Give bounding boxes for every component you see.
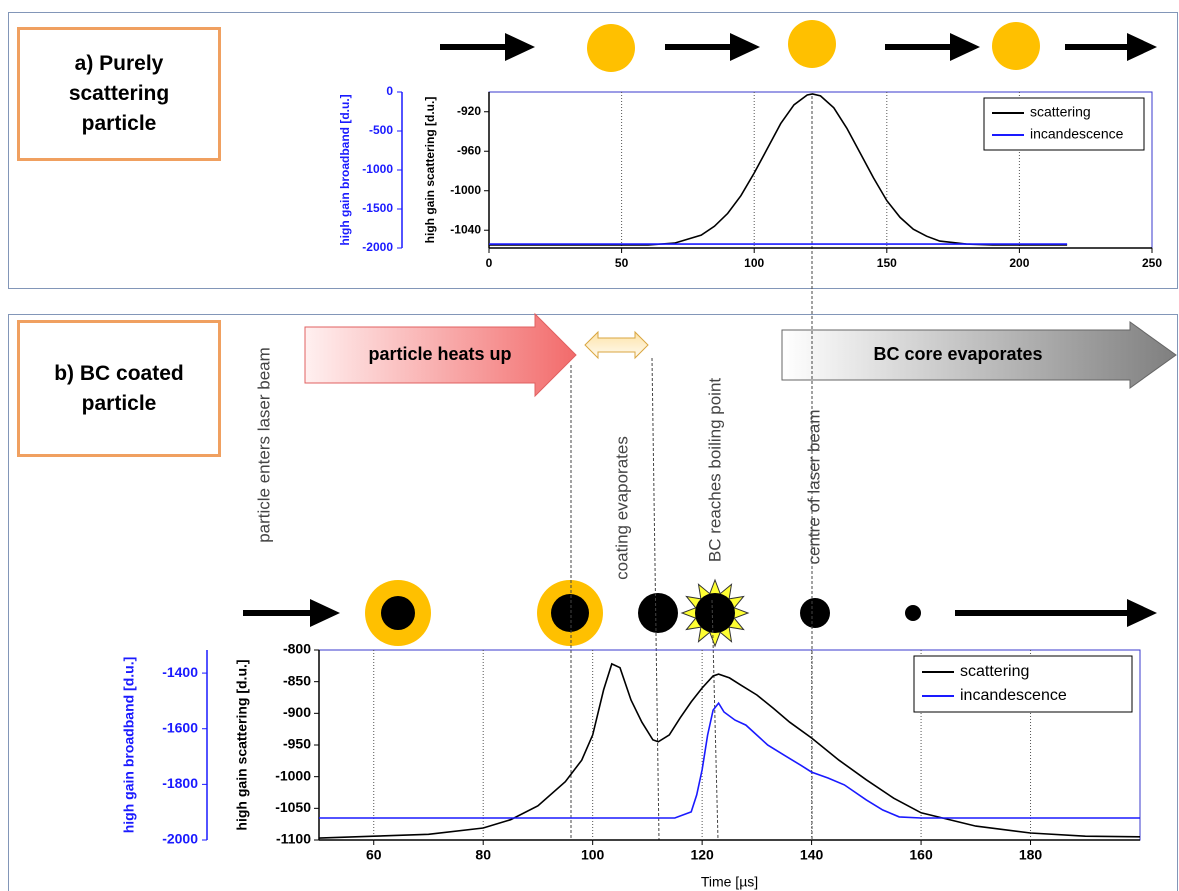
bc-core <box>638 593 678 633</box>
y2-axis-label: high gain broadband [d.u.] <box>121 657 137 834</box>
bc-core <box>905 605 921 621</box>
annotation: particle heats up <box>368 344 511 364</box>
x-tick-label: 80 <box>475 847 491 863</box>
x-tick-label: 180 <box>1019 847 1043 863</box>
y-tick-label: -1000 <box>450 183 481 197</box>
y-tick-label: -1040 <box>450 222 481 236</box>
particle <box>992 22 1040 70</box>
x-tick-label: 120 <box>690 847 714 863</box>
x-tick-label: 160 <box>909 847 933 863</box>
x-tick-label: 100 <box>581 847 605 863</box>
x-tick-label: 150 <box>877 256 897 270</box>
y-tick-label: -850 <box>283 672 311 688</box>
y-axis-label: high gain scattering [d.u.] <box>423 97 437 244</box>
y-tick-label: -1000 <box>275 767 311 783</box>
x-axis-label: Time [µs] <box>701 874 758 890</box>
y2-axis-label: high gain broadband [d.u.] <box>338 94 352 245</box>
flow-arrow-head <box>950 33 980 61</box>
annotation: coating evaporates <box>612 436 631 580</box>
y-tick-label: -960 <box>457 143 481 157</box>
y-tick-label: -800 <box>283 641 311 657</box>
y2-tick-label: -1600 <box>162 719 198 735</box>
flow-arrow-head <box>505 33 535 61</box>
y2-tick-label: -2000 <box>362 240 393 254</box>
x-tick-label: 250 <box>1142 256 1162 270</box>
panel-label: a) Purely scattering particle <box>17 27 221 161</box>
y2-tick-label: -1500 <box>362 201 393 215</box>
y2-tick-label: -500 <box>369 123 393 137</box>
coating-arrow <box>585 332 648 358</box>
bc-core <box>381 596 415 630</box>
legend-label: scattering <box>960 663 1029 680</box>
bc-core <box>695 593 735 633</box>
x-tick-label: 140 <box>800 847 824 863</box>
particle <box>788 20 836 68</box>
annotation: BC core evaporates <box>873 344 1042 364</box>
flow-arrow-head <box>1127 33 1157 61</box>
annotation: particle enters laser beam <box>254 347 273 543</box>
annotation: centre of laser beam <box>804 410 823 565</box>
panel-label: b) BC coated particle <box>17 320 221 457</box>
x-tick-label: 50 <box>615 256 629 270</box>
flow-arrow-head <box>1127 599 1157 627</box>
x-tick-label: 0 <box>486 256 493 270</box>
x-tick-label: 200 <box>1009 256 1029 270</box>
annotation: BC reaches boiling point <box>705 378 724 563</box>
legend-label: incandescence <box>960 687 1067 704</box>
y-tick-label: -1100 <box>276 831 311 847</box>
series-line <box>489 94 1067 245</box>
y-tick-label: -950 <box>283 736 311 752</box>
y2-tick-label: -1800 <box>162 775 198 791</box>
page: 0 50 100 150 200 250 -920 -960 -1000 -1040 0 -500 -1… <box>0 0 1179 891</box>
bc-core <box>551 594 589 632</box>
series-line <box>319 703 1140 818</box>
x-tick-label: 60 <box>366 847 382 863</box>
y2-tick-label: -2000 <box>162 831 198 847</box>
flow-arrow-head <box>310 599 340 627</box>
legend-label: scattering <box>1030 104 1091 120</box>
y-axis-label: high gain scattering [d.u.] <box>234 659 250 830</box>
bc-core <box>800 598 830 628</box>
y2-tick-label: 0 <box>386 84 393 98</box>
y2-tick-label: -1400 <box>162 664 198 680</box>
legend-label: incandescence <box>1030 126 1124 142</box>
y-tick-label: -900 <box>283 704 311 720</box>
y2-tick-label: -1000 <box>362 162 393 176</box>
flow-arrow-head <box>730 33 760 61</box>
y-tick-label: -1050 <box>275 799 311 815</box>
y-tick-label: -920 <box>457 104 481 118</box>
particle <box>587 24 635 72</box>
x-tick-label: 100 <box>744 256 764 270</box>
